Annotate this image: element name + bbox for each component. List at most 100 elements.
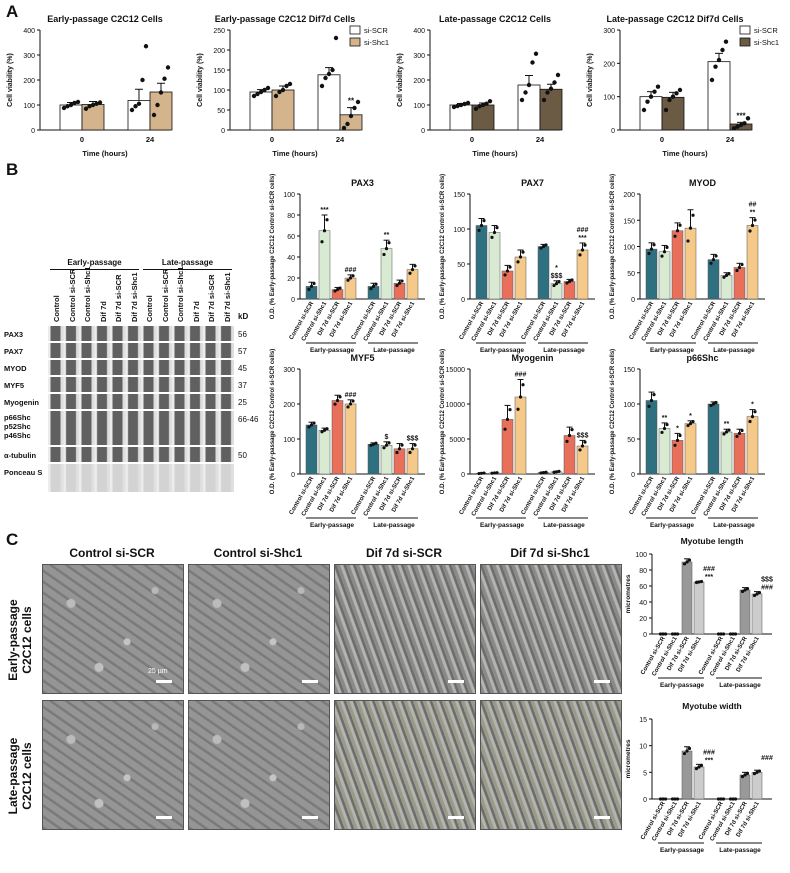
od-chart-0-point [410,268,415,272]
viability-chart-3-xtick: 0 [660,135,664,144]
od-chart-1-bar [475,225,488,300]
od-chart-2-point [688,226,693,230]
od-chart-5-point [686,423,690,428]
blot-kd-value: 45 [238,364,247,373]
od-chart-1-point [503,273,507,277]
myotube-chart-0-mark: ### [703,566,715,573]
myotube-chart-0-point [699,579,704,584]
od-chart-0-mark: *** [320,207,328,214]
od-chart-3-point [387,441,391,445]
od-chart-2-bar [671,230,684,300]
viability-chart-2-y-tick-label: 200 [413,78,425,85]
viability-chart-0-point [61,105,67,111]
myotube-chart-1-point [694,767,699,771]
viability-chart-1-point [280,87,286,93]
myotube-chart-1-bar [693,766,705,800]
od-chart-1-point [578,253,582,257]
blot-group-line [50,269,139,270]
myotube-chart-0-point [716,632,721,636]
od-chart-3-point [338,395,342,399]
viability-chart-2-point [465,100,471,106]
viability-chart-1-y-tick-label: 0 [221,128,225,135]
viability-chart-0-point [94,101,99,106]
scale-bar [448,816,464,819]
od-chart-5-bar [658,428,671,475]
viability-chart-0-y-tick-label: 0 [31,128,35,135]
western-blot: Early-passage Late-passage Control Control … [0,250,260,492]
myotube-chart-0-y-tick-label: 20 [639,616,647,623]
od-chart-3-bar [380,445,393,475]
myotube-chart-1-y-tick-label: 5 [643,770,647,777]
myotube-chart-1-point [682,751,687,756]
od-chart-5-title: p66Shc [686,353,718,363]
myotube-chart-1-bar [751,772,763,800]
viability-chart-3-y-tick-label: 300 [603,28,615,35]
myotube-chart-0-bar [751,593,763,635]
od-chart-2-point [740,262,744,267]
myotube-chart-1-y-tick-label: 0 [643,797,647,804]
blot-kd-value: 66-46 [238,415,259,424]
viability-chart-1-point [333,35,339,41]
viability-chart-2-point [487,99,493,104]
viability-chart-3-point [667,97,672,103]
viability-chart-1-point [330,67,335,73]
od-chart-1-point [482,219,486,223]
od-chart-1-point [479,223,484,228]
od-chart-4-point [557,469,561,474]
viability-chart-0-point [151,112,157,118]
viability-chart-1-y-tick-label: 150 [213,68,225,75]
od-chart-2-point [652,243,656,247]
od-chart-0-point [322,229,327,233]
od-chart-5-point [748,419,752,424]
od-chart-5-point [722,432,726,436]
viability-chart-2-y-tick-label: 300 [413,53,425,60]
viability-chart-2-xtick: 24 [536,135,545,144]
od-chart-4-point [567,433,572,438]
myotube-chart-0-point [752,593,757,598]
myotube-chart-0-point [745,586,750,591]
viability-chart-0-ylabel: Cell viability (%) [7,53,14,107]
od-chart-2-point [678,223,682,227]
blot-row-label: Ponceau S [4,468,43,477]
viability-chart-0-xlabel: Time (hours) [82,149,128,158]
od-chart-0-point [369,287,373,291]
myotube-chart-1-point [699,763,704,767]
od-chart-3-ylabel: O.D. (% Early-passage C2C12 Control si-S… [270,349,276,494]
od-chart-2-point [660,254,664,258]
od-chart-0-y-tick-label: 100 [283,192,295,199]
myotube-chart-0-point [663,632,668,636]
od-chart-5-mark: ** [662,415,668,422]
od-chart-5-y-tick-label: 100 [623,402,635,409]
blot-lane-label: Control si-Shc1 [176,266,185,322]
od-chart-2-bar [720,275,733,300]
viability-chart-2-bar [539,88,563,131]
od-chart-0-point [384,247,389,251]
myotube-chart-0-point [670,632,675,636]
myotube-chart-0-point [755,592,759,596]
od-chart-0-point [382,252,386,257]
od-chart-5-mark: * [689,413,692,420]
od-chart-3-point [397,447,402,451]
od-chart-4-y-tick-label: 15000 [446,367,466,374]
od-chart-3-point [371,442,376,446]
od-chart-0-point [413,264,417,268]
viability-chart-1-point [319,83,325,89]
viability-chart-1-point [255,91,260,97]
od-chart-4-point [477,471,481,476]
myotube-chart-0-y-tick-label: 80 [639,568,647,575]
od-chart-2-y-tick-label: 100 [623,245,635,252]
viability-chart-1-y-tick-label: 50 [217,108,225,115]
myotube-chart-0-title: Myotube length [681,536,744,546]
od-chart-0-point [307,287,311,291]
blot-group-label: Early-passage [67,258,122,267]
od-chart-5-bar [746,416,759,475]
od-chart-5-point [665,422,669,427]
micrograph-image [188,564,330,694]
viability-chart-2-ylabel: Cell viability (%) [397,53,404,107]
od-chart-2-ylabel: O.D. (% Early-passage C2C12 Control si-S… [610,174,616,319]
od-chart-5-point [660,430,664,435]
myotube-chart-1-group-label: Early-passage [660,847,704,854]
od-chart-3-point [322,428,327,432]
viability-chart-2-point [451,104,457,110]
od-chart-0-point [320,240,324,244]
